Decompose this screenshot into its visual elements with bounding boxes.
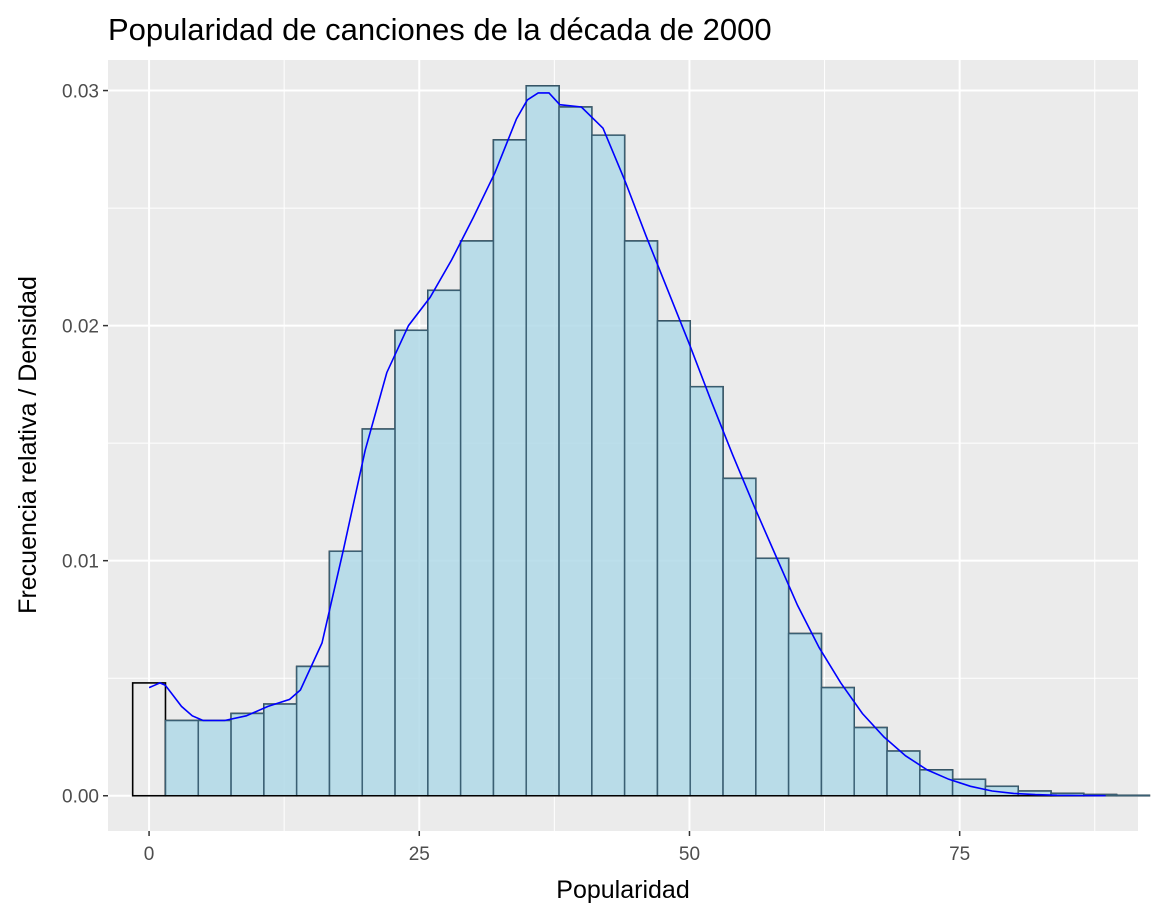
y-tick-label: 0.02: [62, 317, 99, 338]
x-tick-label: 50: [679, 844, 700, 865]
y-axis-label: Frecuencia relativa / Densidad: [14, 276, 42, 614]
density-bar: [328, 550, 363, 797]
density-bar: [886, 750, 921, 797]
chart-title: Popularidad de canciones de la década de…: [108, 12, 772, 47]
density-bar: [558, 106, 593, 797]
density-bar: [820, 686, 855, 797]
x-tick-label: 75: [949, 844, 970, 865]
y-tick-label: 0.01: [62, 552, 99, 573]
density-bar: [755, 557, 790, 797]
density-bars: [164, 85, 1151, 797]
density-bar: [164, 719, 199, 797]
density-bar: [853, 726, 888, 797]
density-bar: [787, 632, 823, 797]
density-bar: [591, 134, 626, 797]
x-tick-label: 0: [144, 844, 155, 865]
density-bar: [656, 320, 691, 797]
y-tick-label: 0.03: [62, 82, 99, 103]
density-bar: [722, 477, 757, 797]
density-bar: [623, 240, 659, 797]
x-axis-label: Popularidad: [556, 876, 689, 904]
x-tick-label: 25: [409, 844, 430, 865]
density-bar: [230, 712, 265, 797]
density-curve: [148, 92, 1106, 797]
density-bar: [263, 703, 298, 797]
y-tick-label: 0.00: [62, 787, 99, 808]
density-bar: [525, 85, 560, 797]
density-bar: [394, 329, 429, 797]
density-bar: [492, 139, 527, 797]
density-bar: [427, 289, 462, 797]
density-bar: [689, 386, 724, 797]
density-bar: [197, 719, 232, 797]
density-bar: [459, 240, 495, 797]
density-bar: [361, 428, 396, 797]
y-axis-ticks: 0.00 0.01 0.02 0.03: [62, 82, 108, 808]
x-axis-ticks: 0 25 50 75: [144, 831, 970, 865]
density-curve-layer: [132, 92, 1106, 797]
